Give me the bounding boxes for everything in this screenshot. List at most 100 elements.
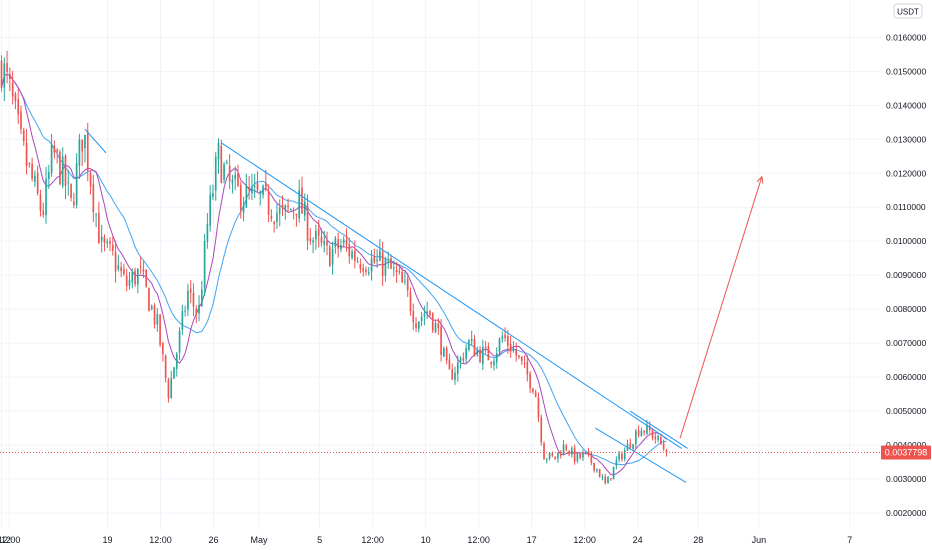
candle-24 <box>67 169 70 196</box>
candle-18 <box>50 133 53 177</box>
candle-222 <box>618 450 620 463</box>
candle-128 <box>356 256 359 264</box>
candle-200 <box>557 452 559 463</box>
candle-49 <box>137 268 139 294</box>
candle-238 <box>662 439 665 452</box>
trendline-early-short[interactable] <box>84 128 107 154</box>
x-tick-label-10: 17 <box>527 535 537 545</box>
candle-0 <box>0 55 3 92</box>
candle-47 <box>131 268 134 289</box>
candle-4 <box>11 70 14 105</box>
candle-145 <box>404 270 406 286</box>
trendline-wedge-lower[interactable] <box>594 427 687 483</box>
candle-91 <box>253 173 256 198</box>
candle-97 <box>270 209 273 222</box>
y-tick-label-10: 0.0120000 <box>886 168 926 178</box>
candle-202 <box>562 440 565 456</box>
candle-93 <box>259 190 262 206</box>
candle-11 <box>31 157 33 182</box>
candle-193 <box>537 392 540 423</box>
candle-92 <box>256 171 259 193</box>
candle-8 <box>22 127 25 146</box>
candle-104 <box>290 208 292 211</box>
candle-197 <box>548 452 551 461</box>
candle-205 <box>571 446 573 458</box>
candle-3 <box>9 67 11 92</box>
candle-90 <box>251 173 253 201</box>
last-price-badge: 0.0037798 <box>881 445 931 460</box>
candle-53 <box>148 287 150 312</box>
candle-33 <box>92 174 95 222</box>
y-tick-label-12: 0.0140000 <box>886 100 926 110</box>
candle-12 <box>34 170 36 187</box>
candle-64 <box>178 327 181 361</box>
candle-121 <box>337 232 339 258</box>
candle-186 <box>518 355 520 360</box>
x-tick-label-5: May <box>250 535 268 545</box>
ma-slow-line <box>1 73 667 466</box>
trendline-wedge-upper[interactable] <box>629 410 688 449</box>
candle-144 <box>401 267 403 283</box>
candle-69 <box>192 283 195 317</box>
candle-214 <box>596 468 598 473</box>
candle-125 <box>348 237 351 264</box>
candle-160 <box>445 345 448 365</box>
candle-38 <box>106 238 109 249</box>
candle-84 <box>234 166 237 191</box>
candle-169 <box>470 330 473 346</box>
candle-113 <box>315 224 317 250</box>
candle-52 <box>145 269 148 288</box>
candle-22 <box>61 147 64 189</box>
time-axis[interactable] <box>0 530 880 550</box>
candle-1 <box>3 57 6 102</box>
candle-182 <box>507 329 509 354</box>
candle-105 <box>292 207 295 220</box>
x-tick-label-1: 12:00 <box>0 535 20 545</box>
candle-82 <box>228 154 231 190</box>
candle-129 <box>359 258 362 274</box>
x-tick-label-0: 12 <box>1 535 11 545</box>
y-tick-label-4: 0.0060000 <box>886 372 926 382</box>
candle-59 <box>164 354 167 383</box>
y-tick-label-8: 0.0100000 <box>886 236 926 246</box>
candle-36 <box>100 224 103 253</box>
candle-212 <box>590 451 593 466</box>
candle-72 <box>200 280 203 308</box>
candle-181 <box>504 327 506 342</box>
candle-118 <box>328 244 331 267</box>
candle-111 <box>309 228 312 246</box>
y-tick-label-13: 0.0150000 <box>886 66 926 76</box>
y-tick-label-6: 0.0080000 <box>886 304 926 314</box>
candle-60 <box>167 377 170 403</box>
candle-77 <box>214 151 217 201</box>
x-tick-label-7: 12:00 <box>361 535 384 545</box>
x-tick-label-13: 28 <box>693 535 703 545</box>
candle-199 <box>554 456 556 460</box>
candle-184 <box>512 341 515 353</box>
candle-126 <box>351 248 353 260</box>
candle-185 <box>515 342 518 362</box>
candle-87 <box>242 196 245 222</box>
candle-45 <box>125 268 128 292</box>
candle-43 <box>120 261 122 278</box>
moving-average-fast <box>1 73 667 476</box>
candle-228 <box>635 428 637 449</box>
candle-61 <box>170 370 173 399</box>
currency-button[interactable]: USDT <box>893 3 923 19</box>
last-price-label: 0.0037798 <box>885 448 928 458</box>
candle-235 <box>654 432 657 444</box>
candle-30 <box>84 134 86 163</box>
trendline-main-resistance[interactable] <box>220 142 682 449</box>
candle-80 <box>223 161 225 184</box>
grid <box>0 0 880 530</box>
candle-237 <box>660 434 662 446</box>
candle-86 <box>239 181 242 219</box>
candle-195 <box>543 441 545 460</box>
candle-25 <box>70 183 72 202</box>
candle-223 <box>621 451 623 462</box>
candle-215 <box>598 468 601 478</box>
candle-85 <box>237 164 239 187</box>
candle-156 <box>434 320 437 334</box>
projection-arrow-shaft[interactable] <box>679 176 763 439</box>
